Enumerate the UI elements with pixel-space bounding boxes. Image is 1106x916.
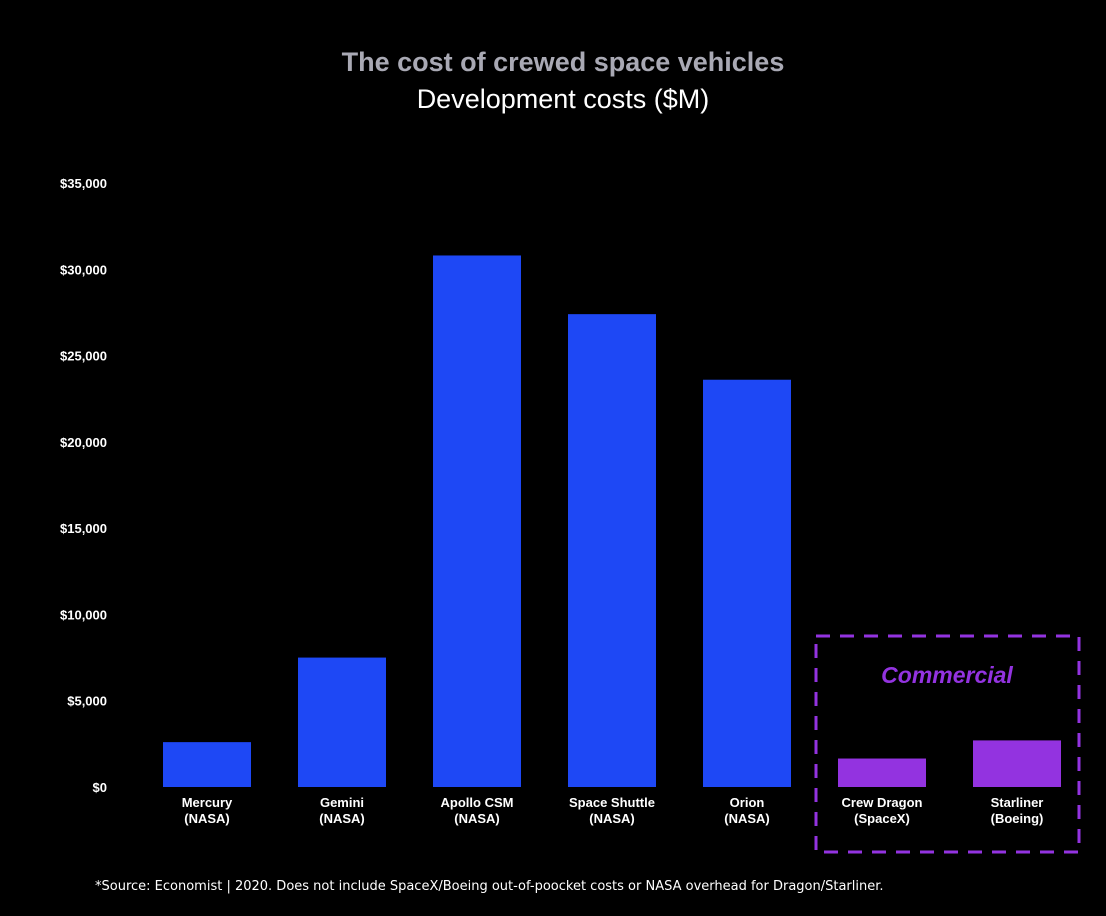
x-tick-label: (NASA) <box>454 811 500 826</box>
bar <box>703 379 791 787</box>
x-tick-label: Mercury <box>182 795 233 810</box>
bar <box>973 740 1061 787</box>
x-tick-label: (NASA) <box>724 811 770 826</box>
x-tick-label: Gemini <box>320 795 364 810</box>
commercial-annotation: Commercial <box>881 662 1013 688</box>
y-tick-label: $30,000 <box>60 262 107 277</box>
chart-subtitle: Development costs ($M) <box>417 84 710 114</box>
bar <box>568 314 656 787</box>
x-axis: Mercury(NASA)Gemini(NASA)Apollo CSM(NASA… <box>182 795 1044 826</box>
chart-title: The cost of crewed space vehicles <box>342 47 785 77</box>
y-axis: $0 $5,000 $10,000 $15,000 $20,000 $25,000 $30,… <box>60 176 107 795</box>
x-tick-label: Space Shuttle <box>569 795 655 810</box>
x-tick-label: (NASA) <box>319 811 365 826</box>
bar <box>433 255 521 788</box>
x-tick-label: Crew Dragon <box>842 795 923 810</box>
y-tick-label: $25,000 <box>60 349 107 364</box>
y-tick-label: $10,000 <box>60 607 107 622</box>
bar <box>838 758 926 787</box>
bars <box>163 255 1061 788</box>
x-tick-label: Orion <box>730 795 765 810</box>
y-tick-label: $35,000 <box>60 176 107 191</box>
y-tick-label: $15,000 <box>60 521 107 536</box>
y-tick-label: $0 <box>93 780 107 795</box>
commercial-group-box <box>814 634 1081 854</box>
y-tick-label: $5,000 <box>67 694 107 709</box>
y-tick-label: $20,000 <box>60 435 107 450</box>
x-tick-label: (Boeing) <box>991 811 1044 826</box>
x-tick-label: Apollo CSM <box>441 795 514 810</box>
bar <box>163 742 251 787</box>
x-tick-label: (SpaceX) <box>854 811 910 826</box>
source-note: *Source: Economist | 2020. Does not incl… <box>95 879 884 894</box>
x-tick-label: (NASA) <box>589 811 635 826</box>
x-tick-label: Starliner <box>991 795 1044 810</box>
x-tick-label: (NASA) <box>184 811 230 826</box>
bar <box>298 657 386 787</box>
